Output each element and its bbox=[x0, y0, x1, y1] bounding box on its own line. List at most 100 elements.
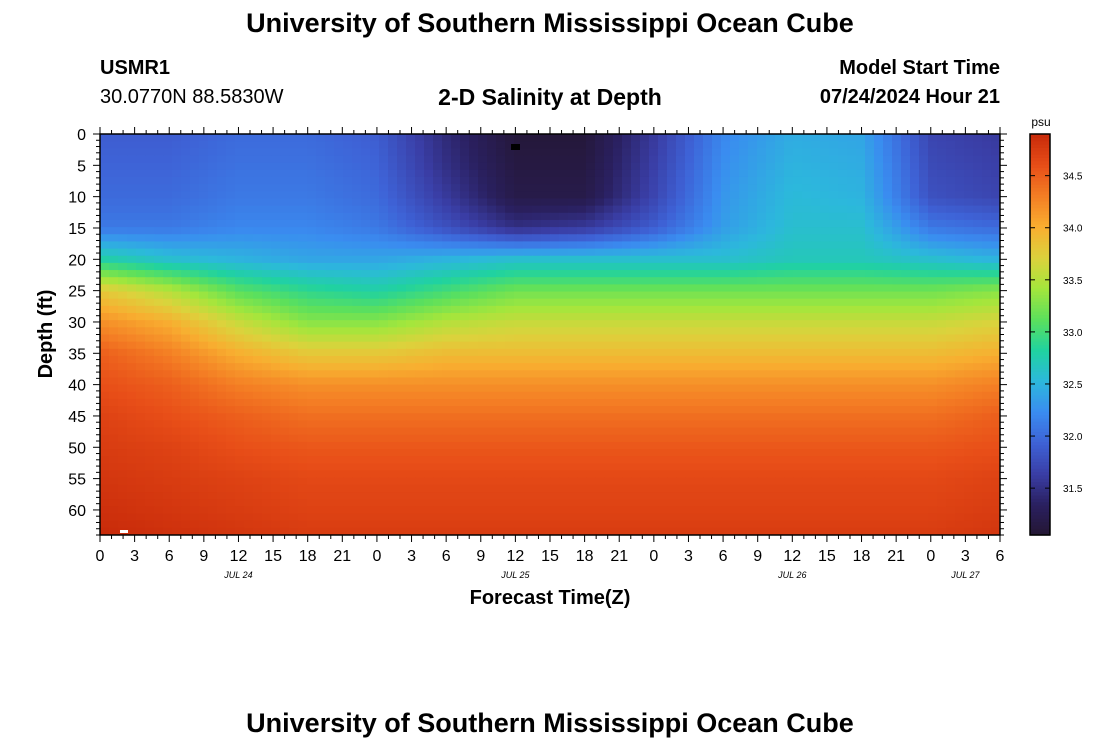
heatmap-cell bbox=[334, 148, 344, 157]
heatmap-cell bbox=[433, 441, 443, 450]
heatmap-cell bbox=[856, 227, 866, 235]
heatmap-cell bbox=[352, 270, 362, 278]
heatmap-cell bbox=[892, 420, 902, 429]
heatmap-cell bbox=[649, 277, 659, 285]
heatmap-cell bbox=[766, 406, 776, 414]
heatmap-cell bbox=[775, 463, 785, 472]
heatmap-cell bbox=[433, 384, 443, 393]
heatmap-cell bbox=[172, 184, 182, 192]
heatmap-cell bbox=[937, 305, 947, 314]
heatmap-cell bbox=[289, 169, 299, 178]
heatmap-cell bbox=[757, 162, 767, 171]
heatmap-cell bbox=[982, 434, 992, 443]
heatmap-cell bbox=[586, 449, 596, 457]
heatmap-cell bbox=[631, 348, 641, 357]
heatmap-cell bbox=[676, 406, 686, 414]
heatmap-cell bbox=[694, 470, 704, 479]
heatmap-cell bbox=[118, 384, 128, 393]
heatmap-cell bbox=[982, 212, 992, 221]
heatmap-cell bbox=[262, 262, 272, 271]
heatmap-cell bbox=[316, 477, 326, 486]
heatmap-cell bbox=[928, 298, 938, 307]
heatmap-cell bbox=[622, 348, 632, 357]
heatmap-cell bbox=[208, 219, 218, 228]
heatmap-cell bbox=[487, 334, 497, 343]
heatmap-cell bbox=[172, 305, 182, 314]
heatmap-cell bbox=[955, 205, 965, 214]
heatmap-cell bbox=[496, 470, 506, 479]
heatmap-cell bbox=[712, 155, 722, 164]
heatmap-cell bbox=[280, 212, 290, 221]
heatmap-cell bbox=[316, 176, 326, 185]
heatmap-cell bbox=[829, 470, 839, 479]
heatmap-cell bbox=[325, 320, 335, 328]
heatmap-cell bbox=[496, 219, 506, 228]
heatmap-cell bbox=[901, 355, 911, 364]
heatmap-cell bbox=[919, 212, 929, 221]
heatmap-cell bbox=[163, 456, 173, 464]
heatmap-cell bbox=[514, 219, 524, 228]
heatmap-cell bbox=[289, 463, 299, 472]
heatmap-cell bbox=[901, 384, 911, 393]
heatmap-cell bbox=[325, 384, 335, 393]
heatmap-cell bbox=[685, 262, 695, 271]
heatmap-cell bbox=[244, 255, 254, 264]
heatmap-cell bbox=[568, 384, 578, 393]
heatmap-cell bbox=[685, 341, 695, 350]
heatmap-cell bbox=[181, 406, 191, 414]
heatmap-cell bbox=[892, 370, 902, 379]
heatmap-cell bbox=[271, 248, 281, 257]
heatmap-cell bbox=[469, 184, 479, 192]
heatmap-cell bbox=[676, 398, 686, 407]
heatmap-cell bbox=[640, 162, 650, 171]
heatmap-cell bbox=[379, 291, 389, 300]
heatmap-cell bbox=[865, 277, 875, 285]
heatmap-cell bbox=[334, 155, 344, 164]
heatmap-cell bbox=[883, 313, 893, 321]
heatmap-cell bbox=[694, 463, 704, 472]
heatmap-cell bbox=[424, 413, 434, 422]
heatmap-cell bbox=[703, 477, 713, 486]
heatmap-cell bbox=[901, 449, 911, 457]
heatmap-cell bbox=[946, 327, 956, 336]
heatmap-cell bbox=[478, 169, 488, 178]
heatmap-cell bbox=[505, 449, 515, 457]
heatmap-cell bbox=[424, 262, 434, 271]
heatmap-cell bbox=[676, 413, 686, 422]
heatmap-cell bbox=[604, 377, 614, 386]
heatmap-cell bbox=[667, 291, 677, 300]
heatmap-cell bbox=[469, 262, 479, 271]
heatmap-cell bbox=[766, 134, 776, 142]
heatmap-cell bbox=[469, 398, 479, 407]
heatmap-cell bbox=[982, 377, 992, 386]
heatmap-cell bbox=[307, 141, 317, 149]
heatmap-cell bbox=[955, 320, 965, 328]
heatmap-cell bbox=[415, 334, 425, 343]
heatmap-cell bbox=[172, 441, 182, 450]
heatmap-cell bbox=[856, 176, 866, 185]
heatmap-cell bbox=[523, 191, 533, 200]
heatmap-cell bbox=[910, 391, 920, 400]
heatmap-cell bbox=[820, 355, 830, 364]
heatmap-cell bbox=[703, 255, 713, 264]
heatmap-cell bbox=[784, 241, 794, 250]
heatmap-cell bbox=[514, 420, 524, 429]
heatmap-cell bbox=[397, 441, 407, 450]
heatmap-cell bbox=[460, 477, 470, 486]
heatmap-cell bbox=[208, 391, 218, 400]
heatmap-cell bbox=[181, 420, 191, 429]
heatmap-cell bbox=[982, 449, 992, 457]
heatmap-cell bbox=[577, 377, 587, 386]
heatmap-cell bbox=[253, 420, 263, 429]
heatmap-cell bbox=[190, 477, 200, 486]
heatmap-cell bbox=[784, 277, 794, 285]
heatmap-cell bbox=[721, 198, 731, 207]
heatmap-cell bbox=[865, 427, 875, 436]
heatmap-cell bbox=[667, 141, 677, 149]
heatmap-cell bbox=[640, 470, 650, 479]
heatmap-cell bbox=[973, 184, 983, 192]
heatmap-cell bbox=[919, 355, 929, 364]
heatmap-cell bbox=[370, 148, 380, 157]
heatmap-cell bbox=[136, 348, 146, 357]
heatmap-cell bbox=[721, 141, 731, 149]
